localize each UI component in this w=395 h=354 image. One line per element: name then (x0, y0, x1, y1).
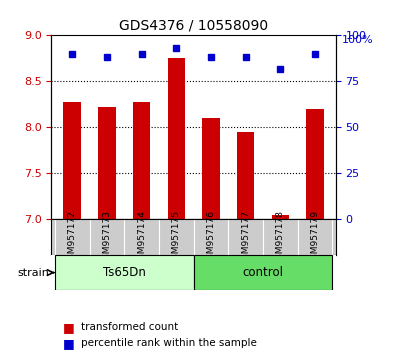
Text: GSM957173: GSM957173 (102, 210, 111, 265)
Text: strain: strain (18, 268, 50, 278)
Text: GSM957174: GSM957174 (137, 210, 146, 265)
Text: GSM957177: GSM957177 (241, 210, 250, 265)
Text: GSM957178: GSM957178 (276, 210, 285, 265)
Bar (272, 215, 289, 219)
Text: transformed count: transformed count (81, 322, 178, 332)
Text: GSM957175: GSM957175 (172, 210, 181, 265)
Title: GDS4376 / 10558090: GDS4376 / 10558090 (119, 19, 268, 33)
Text: percentile rank within the sample: percentile rank within the sample (81, 338, 257, 348)
Text: ■: ■ (63, 337, 75, 350)
Bar (98, 107, 115, 219)
Bar (64, 102, 81, 219)
Text: 100%: 100% (341, 35, 373, 45)
Bar (55, 255, 194, 290)
Text: GSM957179: GSM957179 (310, 210, 320, 265)
Bar (167, 58, 185, 219)
Text: ■: ■ (63, 321, 75, 334)
Bar (194, 255, 332, 290)
Bar (202, 118, 220, 219)
Text: Ts65Dn: Ts65Dn (103, 266, 146, 279)
Bar (133, 102, 150, 219)
Text: control: control (243, 266, 284, 279)
Text: GSM957176: GSM957176 (207, 210, 215, 265)
Bar (237, 132, 254, 219)
Text: GSM957172: GSM957172 (68, 210, 77, 265)
Bar (306, 109, 324, 219)
